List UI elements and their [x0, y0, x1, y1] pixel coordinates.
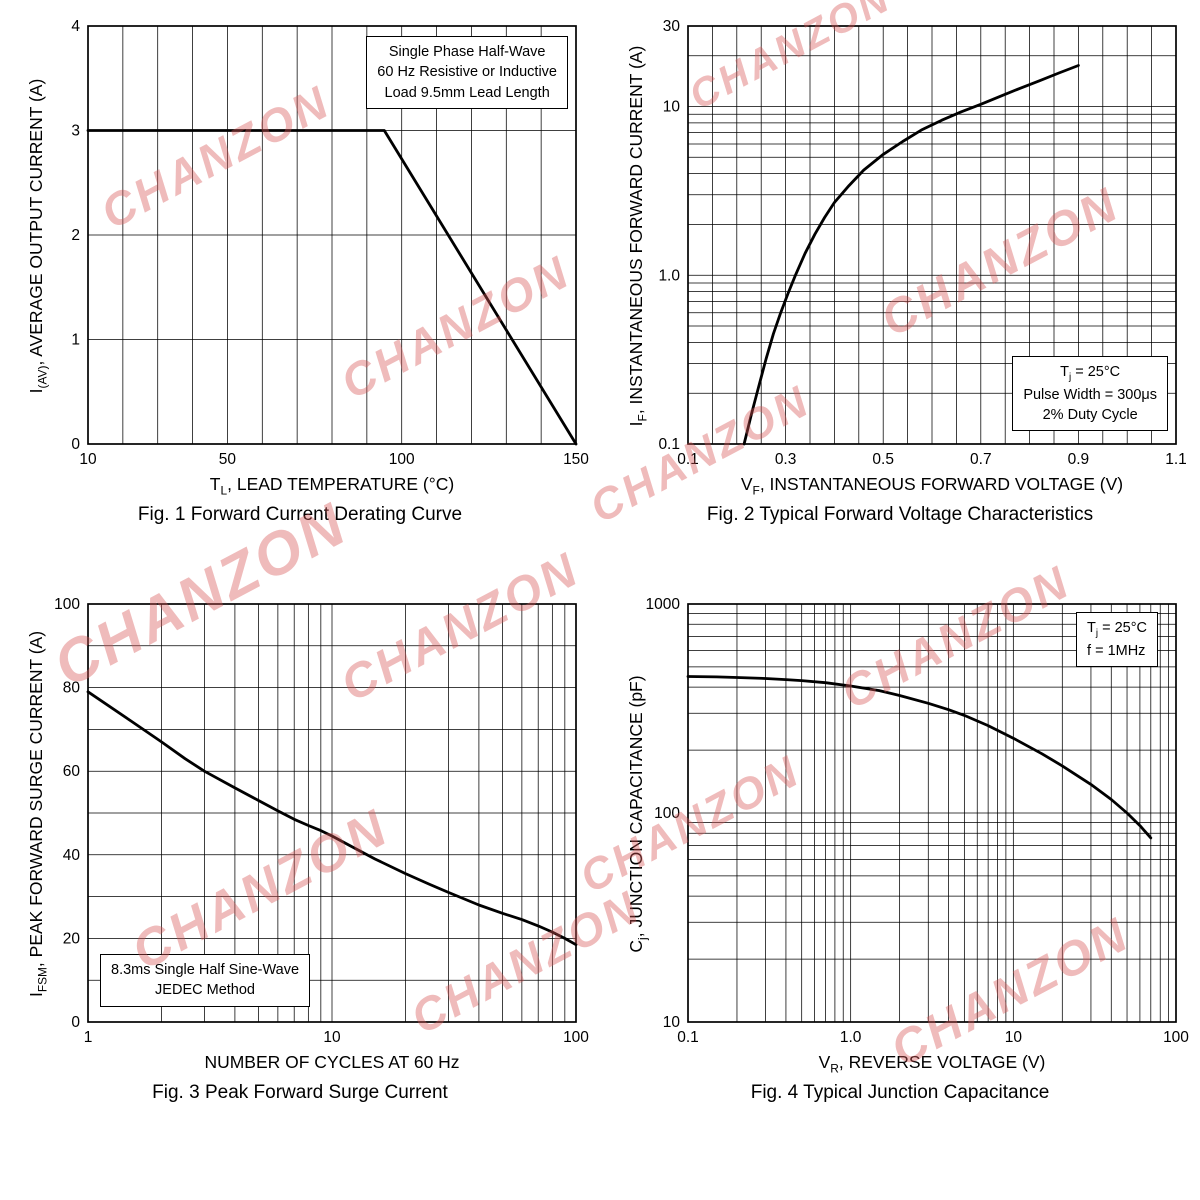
figure-3-annotation: 8.3ms Single Half Sine-Wave JEDEC Method — [100, 954, 311, 1007]
figure-3-plot: 1 10 100 0 20 40 60 80 100 — [54, 596, 589, 1046]
surge-current-curve — [86, 690, 578, 947]
figure-4-annotation: Tj = 25°C f = 1MHz — [1076, 612, 1158, 667]
derating-curve — [86, 129, 578, 446]
figure-1-annotation: Single Phase Half-Wave 60 Hz Resistive or… — [366, 36, 568, 109]
svg-text:50: 50 — [219, 451, 237, 468]
svg-text:0.1: 0.1 — [658, 436, 680, 453]
svg-text:10: 10 — [1005, 1029, 1023, 1046]
svg-text:1: 1 — [71, 332, 80, 349]
svg-text:10: 10 — [663, 99, 681, 116]
svg-text:150: 150 — [563, 451, 589, 468]
svg-text:10: 10 — [79, 451, 97, 468]
forward-voltage-curve — [742, 64, 1080, 446]
svg-text:20: 20 — [63, 930, 81, 947]
figure-4-junction-capacitance: Cj, JUNCTION CAPACITANCE (pF) 0.1 1.0 10 10… — [600, 590, 1192, 1168]
figure-4-x-axis-label: VR, REVERSE VOLTAGE (V) — [818, 1052, 1046, 1076]
svg-text:100: 100 — [563, 1029, 589, 1046]
svg-text:100: 100 — [1163, 1029, 1189, 1046]
svg-text:1.1: 1.1 — [1165, 451, 1187, 468]
figure-1-caption: Fig. 1 Forward Current Derating Curve — [137, 504, 463, 525]
figure-3-peak-forward-surge-current: IFSM, PEAK FORWARD SURGE CURRENT (A) 1 10… — [0, 590, 592, 1168]
svg-text:10: 10 — [663, 1014, 681, 1031]
figure-1-forward-current-derating: I(AV), AVERAGE OUTPUT CURRENT (A) 10 50 10… — [0, 12, 592, 590]
svg-text:0.5: 0.5 — [872, 451, 894, 468]
svg-text:0.1: 0.1 — [677, 1029, 699, 1046]
svg-text:40: 40 — [63, 847, 81, 864]
svg-text:60: 60 — [63, 763, 81, 780]
svg-text:0.9: 0.9 — [1068, 451, 1090, 468]
svg-text:80: 80 — [63, 680, 81, 697]
svg-text:3: 3 — [71, 123, 80, 140]
junction-capacitance-curve — [686, 675, 1153, 840]
svg-text:0.7: 0.7 — [970, 451, 992, 468]
figure-3-caption: Fig. 3 Peak Forward Surge Current — [152, 1082, 448, 1103]
figure-4-caption: Fig. 4 Typical Junction Capacitance — [750, 1082, 1050, 1103]
svg-text:1.0: 1.0 — [840, 1029, 862, 1046]
svg-text:0: 0 — [71, 1014, 80, 1031]
figure-3-x-axis-label: NUMBER OF CYCLES AT 60 Hz — [204, 1052, 460, 1072]
svg-text:100: 100 — [54, 596, 80, 613]
svg-text:100: 100 — [654, 805, 680, 822]
svg-text:100: 100 — [389, 451, 415, 468]
svg-text:1.0: 1.0 — [658, 267, 680, 284]
svg-text:0: 0 — [71, 436, 80, 453]
svg-text:1: 1 — [84, 1029, 93, 1046]
svg-text:10: 10 — [323, 1029, 341, 1046]
figure-2-x-axis-label: VF, INSTANTANEOUS FORWARD VOLTAGE (V) — [740, 474, 1124, 498]
figure-1-x-axis-label: TL, LEAD TEMPERATURE (°C) — [209, 474, 455, 498]
svg-text:2: 2 — [71, 227, 80, 244]
svg-text:0.1: 0.1 — [677, 451, 699, 468]
svg-text:0.3: 0.3 — [775, 451, 797, 468]
figure-4-plot: 0.1 1.0 10 100 10 100 1000 — [646, 596, 1190, 1046]
figure-2-forward-voltage-characteristics: IF, INSTANTANEOUS FORWARD CURRENT (A) 0.… — [600, 12, 1192, 590]
figure-2-caption: Fig. 2 Typical Forward Voltage Character… — [706, 504, 1094, 525]
charts-grid: I(AV), AVERAGE OUTPUT CURRENT (A) 10 50 10… — [0, 12, 1192, 1168]
svg-text:30: 30 — [663, 18, 681, 35]
figure-2-annotation: Tj = 25°C Pulse Width = 300μs 2% Duty Cycl… — [1012, 356, 1168, 432]
svg-text:4: 4 — [71, 18, 80, 35]
svg-text:1000: 1000 — [646, 596, 681, 613]
